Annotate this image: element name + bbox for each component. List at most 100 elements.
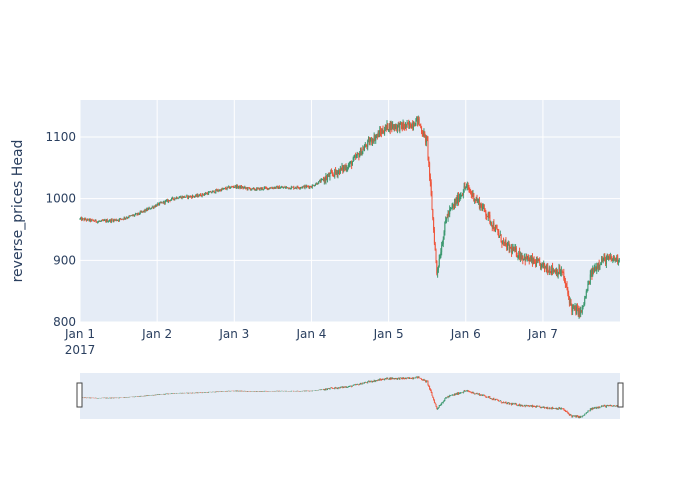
- candle-body: [605, 257, 607, 265]
- candle-body: [515, 248, 517, 256]
- candle-body: [132, 214, 134, 216]
- candle-body: [351, 161, 353, 166]
- candle-body: [457, 194, 459, 203]
- candle-body: [452, 205, 454, 207]
- candle-body: [595, 267, 597, 272]
- candle-body: [503, 241, 505, 243]
- candle-body: [523, 258, 525, 261]
- candle-body: [160, 202, 162, 204]
- candle-body: [141, 211, 143, 213]
- candle-body: [427, 140, 429, 157]
- candle-body: [130, 215, 132, 217]
- candle-body: [442, 239, 444, 245]
- candle-body: [546, 267, 548, 270]
- candle-body: [575, 306, 577, 314]
- candle-body: [507, 243, 509, 245]
- candle-body: [341, 166, 343, 169]
- candle-body: [451, 206, 453, 208]
- candle-body: [400, 122, 402, 126]
- candle-body: [315, 183, 317, 185]
- candle-body: [470, 192, 472, 195]
- candle-body: [117, 220, 119, 221]
- candle-body: [338, 169, 340, 172]
- candle-body: [539, 263, 541, 269]
- candle-body: [310, 186, 312, 188]
- candle-body: [285, 187, 287, 189]
- candle-body: [101, 220, 103, 221]
- candle-body: [179, 196, 181, 198]
- candle-body: [228, 186, 230, 188]
- candle-body: [248, 187, 250, 189]
- candle-body: [290, 186, 292, 189]
- range-slider-background[interactable]: [80, 373, 620, 419]
- candle-body: [396, 126, 398, 130]
- candle-body: [340, 167, 342, 169]
- candle-body: [455, 198, 457, 205]
- candle-body: [294, 187, 296, 189]
- candle-body: [462, 192, 464, 195]
- candle-body: [162, 202, 164, 204]
- candle-body: [282, 187, 284, 188]
- candle-body: [448, 212, 450, 215]
- candle-body: [476, 198, 478, 202]
- candle-body: [603, 256, 605, 261]
- candle-body: [420, 124, 422, 128]
- candle-body: [293, 186, 295, 189]
- candle-body: [389, 123, 391, 131]
- candle-body: [569, 299, 571, 304]
- candle-body: [116, 220, 118, 222]
- candle-body: [416, 116, 418, 120]
- candle-body: [400, 122, 402, 124]
- candle-body: [597, 266, 599, 269]
- candle-body: [130, 215, 132, 217]
- candle-body: [460, 195, 462, 198]
- candle-body: [110, 219, 112, 222]
- candle-body: [246, 187, 248, 190]
- candle-body: [165, 200, 167, 202]
- candle-body: [486, 215, 488, 217]
- candle-body: [369, 140, 371, 144]
- range-slider-left-handle[interactable]: [76, 382, 83, 408]
- candle-body: [223, 188, 225, 189]
- range-slider-right-handle[interactable]: [617, 382, 624, 408]
- candle-body: [170, 199, 172, 201]
- candle-body: [273, 187, 275, 189]
- candle-body: [278, 186, 280, 189]
- candle-body: [90, 219, 92, 222]
- candle-body: [245, 186, 247, 189]
- candle-body: [146, 208, 148, 212]
- candle-body: [542, 262, 544, 266]
- candle-body: [409, 122, 411, 128]
- candle-body: [444, 222, 446, 233]
- candle-body: [601, 258, 603, 262]
- candle-body: [201, 193, 203, 197]
- candle-body: [299, 187, 301, 189]
- candle-body: [210, 191, 212, 193]
- candle-body: [501, 242, 503, 244]
- candle-body: [235, 185, 237, 188]
- candle-body: [556, 270, 558, 275]
- candle-body: [313, 185, 315, 186]
- range-slider[interactable]: [76, 373, 624, 419]
- candle-body: [392, 124, 394, 129]
- candle-body: [367, 140, 369, 147]
- candle-body: [339, 169, 341, 174]
- candle-body: [441, 245, 443, 253]
- candle-body: [134, 214, 136, 216]
- candle-body: [376, 135, 378, 138]
- candle-body: [511, 247, 513, 253]
- candle-body: [585, 291, 587, 297]
- candle-body: [596, 266, 598, 272]
- candle-body: [193, 196, 195, 198]
- candle-body: [438, 258, 440, 267]
- candle-body: [490, 222, 492, 223]
- candle-body: [220, 188, 222, 192]
- candle-body: [261, 188, 263, 190]
- candle-body: [424, 132, 426, 135]
- candle-body: [439, 257, 441, 259]
- candle-body: [204, 193, 206, 195]
- candle-body: [386, 123, 388, 128]
- candle-body: [321, 179, 323, 181]
- candle-body: [325, 176, 327, 182]
- candle-body: [112, 220, 114, 222]
